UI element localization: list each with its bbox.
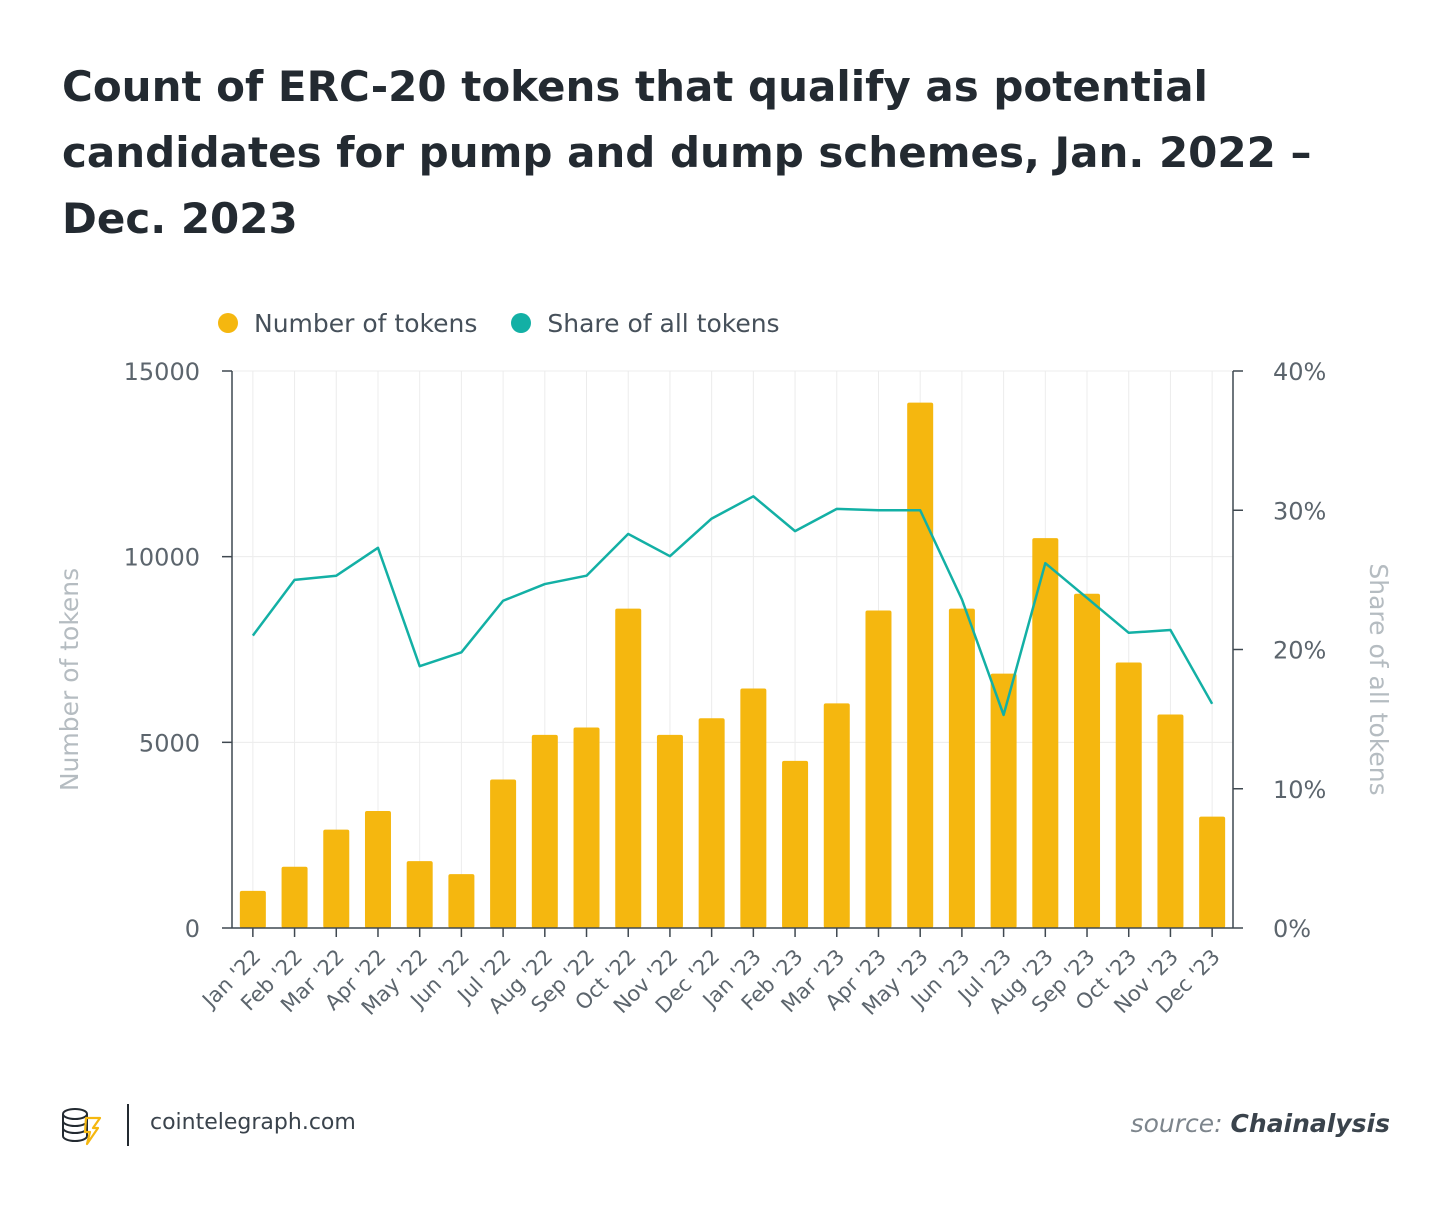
cointelegraph-logo-icon	[62, 1108, 102, 1146]
y-tick-label-3: 15000	[124, 358, 200, 386]
legend-label-number-of-tokens: Number of tokens	[254, 308, 478, 338]
bar-series	[239, 402, 1226, 928]
line-series	[250, 493, 1215, 718]
y-tick-label-2: 10000	[124, 544, 200, 572]
bar-17[interactable]	[948, 608, 975, 928]
bar-21[interactable]	[1115, 662, 1142, 928]
line-point-21[interactable]	[1126, 630, 1132, 636]
line-point-16[interactable]	[917, 507, 923, 513]
bar-22[interactable]	[1157, 714, 1184, 928]
line-point-6[interactable]	[500, 598, 506, 604]
bar-13[interactable]	[782, 760, 809, 928]
y2-tick-label-0: 0%	[1273, 915, 1311, 943]
y-axis-label: Number of tokens	[55, 568, 84, 791]
line-point-18[interactable]	[1001, 712, 1007, 718]
bar-20[interactable]	[1074, 593, 1101, 928]
bar-9[interactable]	[615, 608, 642, 928]
line-point-4[interactable]	[417, 663, 423, 669]
y2-tick-label-3: 30%	[1273, 497, 1326, 525]
line-point-10[interactable]	[667, 553, 673, 559]
bar-3[interactable]	[364, 811, 391, 928]
line-point-17[interactable]	[959, 596, 965, 602]
bar-0[interactable]	[239, 890, 266, 928]
bar-18[interactable]	[990, 673, 1017, 928]
line-point-15[interactable]	[875, 507, 881, 513]
bar-10[interactable]	[656, 734, 683, 928]
bar-8[interactable]	[573, 727, 600, 928]
chart-title: Count of ERC-20 tokens that qualify as p…	[62, 62, 1312, 243]
bar-2[interactable]	[323, 829, 350, 928]
legend-item-number-of-tokens[interactable]: Number of tokens	[218, 309, 477, 338]
bar-14[interactable]	[823, 703, 850, 928]
bar-15[interactable]	[865, 610, 892, 928]
bar-11[interactable]	[698, 718, 725, 928]
bar-4[interactable]	[406, 861, 433, 928]
line-point-9[interactable]	[625, 531, 631, 537]
legend: Number of tokens Share of all tokens	[218, 306, 780, 340]
footer-site-link[interactable]: cointelegraph.com	[150, 1110, 356, 1135]
line-point-8[interactable]	[584, 573, 590, 579]
footer-divider	[127, 1104, 129, 1146]
bar-23[interactable]	[1199, 816, 1226, 928]
line-point-14[interactable]	[834, 506, 840, 512]
line-point-20[interactable]	[1084, 595, 1090, 601]
legend-label-share-of-all-tokens: Share of all tokens	[547, 308, 780, 338]
bar-6[interactable]	[490, 779, 517, 928]
bar-5[interactable]	[448, 874, 475, 928]
line-point-7[interactable]	[542, 581, 548, 587]
line-point-3[interactable]	[375, 545, 381, 551]
y2-tick-label-4: 40%	[1273, 358, 1326, 386]
line-point-23[interactable]	[1209, 701, 1215, 707]
line-point-2[interactable]	[333, 573, 339, 579]
y2-axis-label: Share of all tokens	[1364, 563, 1393, 795]
axes	[222, 370, 1243, 937]
line-point-11[interactable]	[709, 516, 715, 522]
line-point-13[interactable]	[792, 528, 798, 534]
y2-tick-label-1: 10%	[1273, 776, 1326, 804]
line-point-12[interactable]	[750, 493, 756, 499]
line-point-5[interactable]	[458, 649, 464, 655]
legend-swatch-share-of-all-tokens	[511, 313, 532, 333]
source-name: Chainalysis	[1230, 1109, 1390, 1138]
bar-1[interactable]	[281, 866, 308, 928]
legend-swatch-number-of-tokens	[218, 313, 238, 333]
bar-19[interactable]	[1032, 538, 1059, 928]
bar-16[interactable]	[907, 402, 934, 928]
line-point-22[interactable]	[1167, 627, 1173, 633]
footer-source: source: Chainalysis	[1131, 1109, 1390, 1138]
line-point-19[interactable]	[1042, 560, 1048, 566]
bar-7[interactable]	[531, 734, 558, 928]
source-label: source:	[1130, 1109, 1223, 1138]
line-point-0[interactable]	[250, 633, 256, 639]
line-point-1[interactable]	[292, 577, 298, 583]
y-tick-label-1: 5000	[139, 729, 200, 757]
bar-12[interactable]	[740, 688, 767, 928]
y2-tick-label-2: 20%	[1273, 637, 1326, 665]
y-tick-label-0: 0	[185, 915, 200, 943]
share-line[interactable]	[251, 495, 1214, 717]
legend-item-share-of-all-tokens[interactable]: Share of all tokens	[511, 308, 780, 338]
